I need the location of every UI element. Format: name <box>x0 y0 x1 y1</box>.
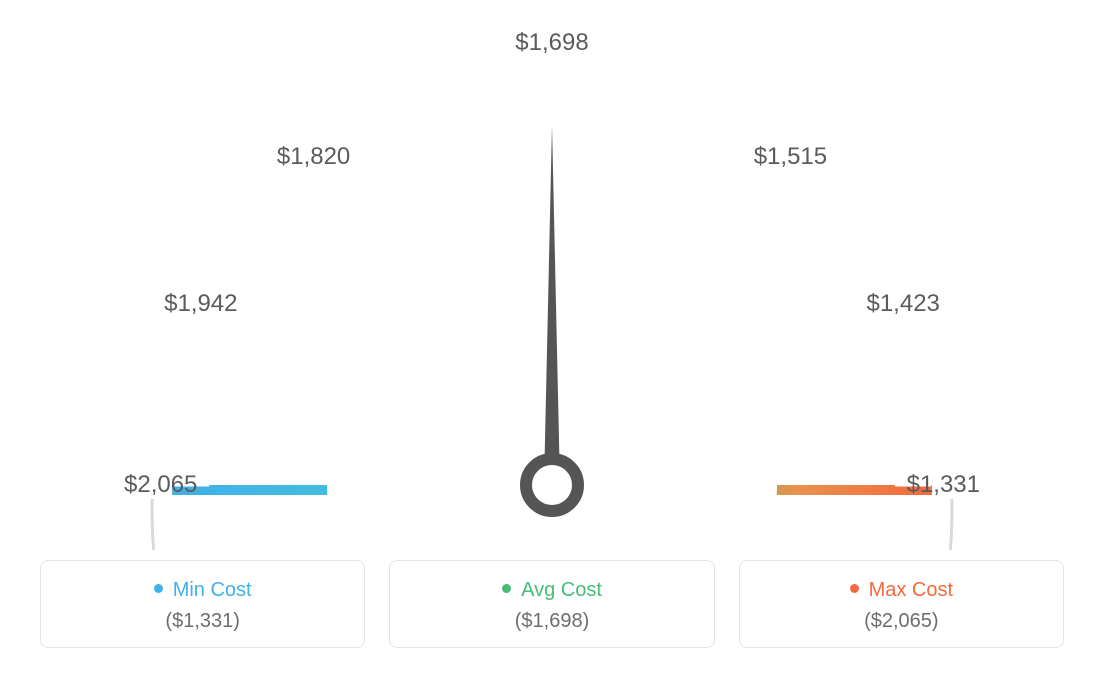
legend-card-min: Min Cost ($1,331) <box>40 560 365 648</box>
gauge-tick-label: $1,698 <box>515 29 588 57</box>
legend-card-avg: Avg Cost ($1,698) <box>389 560 714 648</box>
gauge-tick-label: $1,331 <box>907 471 980 499</box>
legend-title-avg: Avg Cost <box>400 579 703 602</box>
gauge-tick-label: $1,942 <box>164 290 237 318</box>
legend-value-min: ($1,331) <box>51 610 354 633</box>
legend-value-avg: ($1,698) <box>400 610 703 633</box>
gauge-tick-label: $1,820 <box>277 143 350 171</box>
legend-row: Min Cost ($1,331) Avg Cost ($1,698) Max … <box>0 560 1104 678</box>
gauge-svg <box>112 30 992 550</box>
legend-value-max: ($2,065) <box>750 610 1053 633</box>
cost-gauge-chart: $1,331 $1,423 $1,515 $1,698 $1,820 $1,942 $2,0… <box>0 0 1104 560</box>
gauge-tick-label: $1,423 <box>866 290 939 318</box>
legend-title-min: Min Cost <box>51 579 354 602</box>
gauge-tick-label: $2,065 <box>124 471 197 499</box>
legend-title-max: Max Cost <box>750 579 1053 602</box>
legend-card-max: Max Cost ($2,065) <box>739 560 1064 648</box>
gauge-tick-label: $1,515 <box>754 143 827 171</box>
